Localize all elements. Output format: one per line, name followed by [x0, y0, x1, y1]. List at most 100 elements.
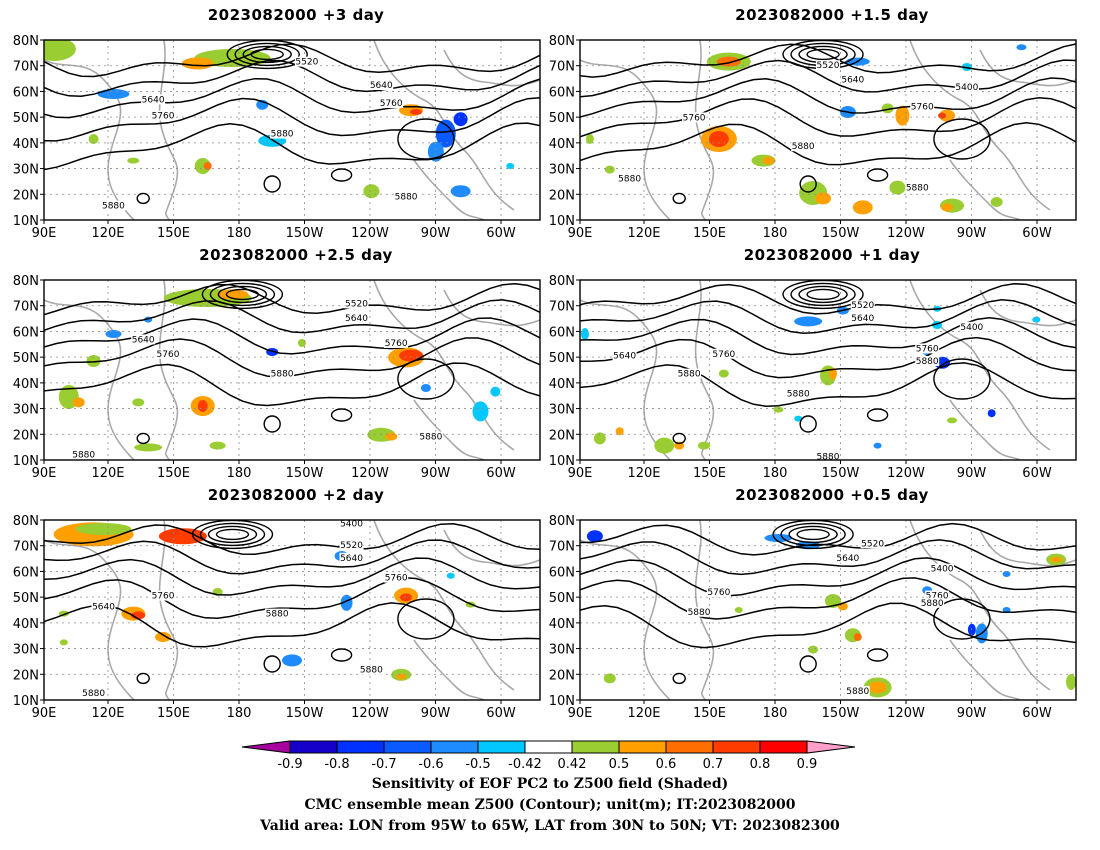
- contour-label: 5640: [613, 352, 636, 362]
- contour-label: 5760: [385, 574, 408, 584]
- lat-tick-label: 50N: [549, 351, 575, 366]
- colorbar: -0.9 -0.8 -0.7 -0.6 -0.5 -0.42 0.42 0.5 0.6 0.7 0.…: [241, 740, 856, 772]
- sensitivity-shade: [852, 200, 873, 215]
- lon-tick-label: 90E: [568, 226, 593, 241]
- z500-high-contour: [330, 168, 353, 182]
- coastline: [949, 399, 1021, 460]
- z500-contour: [580, 122, 1076, 166]
- lat-tick-label: 40N: [13, 137, 39, 152]
- sensitivity-shade: [340, 594, 353, 611]
- lon-tick-label: 120E: [627, 226, 660, 241]
- map-panel-4: 5520 5640 5400 5760 5880 5640 5760 5880 5880 5880…: [549, 274, 1077, 481]
- lat-tick-label: 20N: [13, 668, 39, 683]
- contour-label: 5640: [92, 602, 115, 612]
- lat-tick-label: 30N: [549, 163, 575, 178]
- lat-tick-label: 20N: [549, 668, 575, 683]
- sensitivity-shade: [490, 386, 501, 397]
- lon-tick-label: 60W: [1022, 466, 1052, 481]
- colorbar-tick-label: -0.9: [277, 757, 302, 772]
- contour-label: 5520: [861, 539, 884, 549]
- lat-tick-label: 50N: [549, 591, 575, 606]
- lat-tick-label: 10N: [13, 694, 39, 709]
- z500-low-contour: [806, 288, 840, 301]
- coastline: [580, 299, 671, 460]
- lat-tick-label: 40N: [549, 617, 575, 632]
- contour-label: 5880: [271, 130, 294, 140]
- contour-label: 5760: [152, 112, 175, 122]
- sensitivity-shade: [1002, 571, 1011, 577]
- sensitivity-shade: [939, 109, 956, 122]
- colorbar-cell: [289, 740, 338, 754]
- coastline: [909, 280, 1051, 451]
- colorbar-over-triangle: [806, 740, 856, 754]
- sensitivity-shade: [400, 593, 413, 602]
- lon-tick-label: 180: [227, 706, 252, 721]
- lat-tick-label: 20N: [549, 428, 575, 443]
- caption-line-1: Sensitivity of EOF PC2 to Z500 field (Sh…: [371, 776, 729, 792]
- z500-contour: [580, 59, 1076, 98]
- sensitivity-shade: [44, 40, 76, 61]
- lat-tick-label: 40N: [13, 377, 39, 392]
- lon-tick-label: 60W: [1022, 226, 1052, 241]
- z500-contour: [44, 299, 540, 334]
- sensitivity-shade: [396, 673, 407, 680]
- lat-tick-label: 80N: [549, 274, 575, 289]
- z500-contour: [44, 539, 540, 575]
- contour-label: 5880: [787, 389, 810, 399]
- lon-tick-label: 120E: [627, 466, 660, 481]
- lat-tick-label: 20N: [13, 188, 39, 203]
- z500-high-contour: [933, 358, 991, 400]
- caption-line-2: CMC ensemble mean Z500 (Contour); unit(m…: [304, 797, 796, 813]
- sensitivity-shade: [435, 119, 456, 148]
- sensitivity-shade: [654, 437, 675, 454]
- lat-tick-label: 50N: [13, 111, 39, 126]
- lat-tick-label: 70N: [13, 60, 39, 75]
- sensitivity-shade: [86, 355, 101, 367]
- z500-contour: [580, 96, 1076, 138]
- lon-tick-label: 120W: [887, 706, 925, 721]
- sensitivity-shade: [1032, 316, 1041, 323]
- sensitivity-shade: [1066, 674, 1076, 690]
- z500-high-contour: [330, 408, 353, 422]
- sensitivity-shade: [446, 572, 455, 579]
- coastline: [949, 159, 1021, 220]
- contour-label: 5640: [142, 95, 165, 105]
- sensitivity-shade: [794, 415, 803, 422]
- sensitivity-shade: [1016, 44, 1027, 51]
- sensitivity-shade: [941, 203, 954, 212]
- contour-label: 5880: [792, 142, 815, 152]
- sensitivity-shade: [961, 63, 972, 71]
- sensitivity-shade: [604, 165, 615, 174]
- sensitivity-shade: [828, 367, 837, 380]
- z500-low-contour: [199, 522, 266, 547]
- sensitivity-shade: [420, 384, 431, 392]
- contour-label: 5400: [960, 323, 983, 333]
- lon-tick-label: 90W: [421, 466, 451, 481]
- z500-contour: [44, 97, 540, 142]
- sensitivity-shade: [453, 112, 468, 127]
- z500-high-contour: [672, 192, 686, 205]
- sensitivity-shade: [808, 645, 819, 654]
- z500-contour: [44, 77, 540, 119]
- lat-tick-label: 10N: [13, 214, 39, 229]
- coastline: [44, 299, 135, 460]
- sensitivity-shade: [506, 163, 515, 169]
- map-frame: [579, 39, 1077, 221]
- colorbar-cell: [336, 740, 385, 754]
- lon-tick-label: 180: [763, 226, 788, 241]
- sensitivity-shade: [472, 401, 489, 422]
- lon-tick-label: 90W: [957, 226, 987, 241]
- z500-contour: [580, 77, 1076, 118]
- colorbar-cell: [571, 740, 620, 754]
- z500-low-contour: [798, 285, 848, 304]
- lat-tick-label: 30N: [549, 403, 575, 418]
- contour-label: 5400: [955, 83, 978, 93]
- contour-label: 5520: [340, 541, 363, 551]
- panel-title-2: 2023082000 +1.5 day: [735, 6, 929, 24]
- z500-contour: [44, 602, 540, 648]
- sensitivity-shade: [698, 441, 710, 450]
- sensitivity-shade: [197, 400, 208, 412]
- colorbar-tick-label: -0.7: [371, 757, 396, 772]
- lon-tick-label: 120W: [887, 226, 925, 241]
- sensitivity-shade: [88, 134, 99, 144]
